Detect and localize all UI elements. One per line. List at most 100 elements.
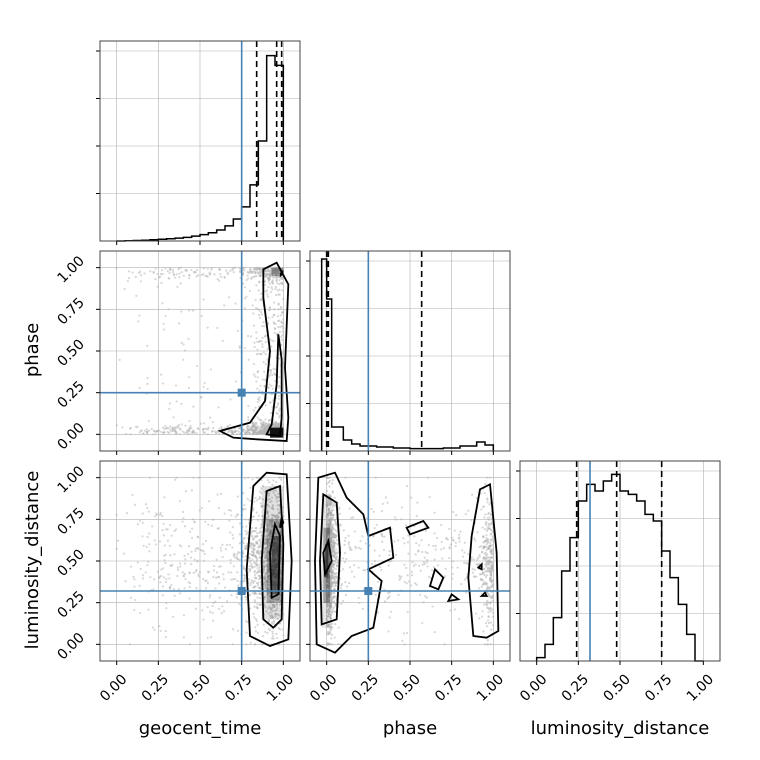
sample-point [257, 289, 260, 292]
sample-point [161, 382, 164, 385]
sample-point [370, 507, 373, 511]
sample-point [223, 586, 227, 589]
sample-point [253, 548, 256, 551]
sample-point [226, 425, 229, 428]
sample-point [278, 353, 281, 356]
sample-point [174, 384, 178, 387]
sample-point [333, 636, 336, 639]
sample-point [243, 568, 246, 571]
sample-point [473, 568, 476, 571]
sample-point [253, 430, 256, 434]
sample-point [269, 520, 272, 523]
sample-point [248, 289, 251, 292]
sample-point [332, 523, 335, 526]
sample-point [393, 540, 396, 543]
x-tick-label: 0.25 [559, 671, 592, 704]
sample-point [491, 537, 494, 540]
sample-point [486, 555, 489, 559]
sample-point [197, 274, 200, 277]
sample-point [138, 386, 141, 390]
sample-point [133, 503, 137, 506]
sample-point [252, 409, 256, 412]
sample-point [208, 596, 211, 599]
sample-point [197, 536, 200, 539]
sample-point [278, 331, 281, 334]
sample-point [281, 330, 284, 333]
sample-point [267, 269, 270, 272]
sample-point [381, 540, 384, 543]
sample-point [266, 293, 269, 296]
sample-point [431, 605, 434, 608]
sample-point [220, 549, 223, 552]
sample-point [153, 430, 156, 433]
sample-point [480, 545, 483, 548]
sample-point [335, 530, 338, 533]
sample-point [258, 553, 261, 556]
sample-point [176, 574, 179, 578]
sample-point [262, 427, 265, 431]
sample-point [226, 431, 230, 434]
sample-point [388, 553, 391, 557]
x-tick-label: 1.00 [684, 671, 717, 704]
sample-point [214, 576, 218, 579]
sample-point [254, 298, 257, 302]
sample-point [340, 582, 344, 586]
sample-point [408, 580, 411, 583]
sample-point [256, 416, 259, 419]
sample-point [420, 539, 423, 542]
sample-point [203, 552, 206, 556]
sample-point [355, 547, 358, 550]
sample-point [164, 636, 167, 639]
sample-point [267, 386, 270, 389]
sample-point [234, 380, 238, 383]
sample-point [256, 370, 260, 373]
sample-point [333, 596, 336, 599]
sample-point [148, 532, 151, 535]
sample-point [249, 268, 252, 271]
sample-point [232, 266, 235, 269]
sample-point [412, 564, 416, 568]
sample-point [490, 548, 493, 552]
sample-point [194, 607, 198, 610]
sample-point [334, 520, 337, 523]
contour-line [265, 334, 283, 438]
sample-point [269, 599, 272, 603]
sample-point [249, 559, 252, 562]
sample-point [216, 277, 219, 281]
sample-point [279, 282, 282, 285]
sample-point [228, 296, 231, 299]
sample-point [272, 340, 275, 343]
sample-point [220, 425, 223, 429]
sample-point [274, 287, 277, 290]
sample-point [258, 316, 262, 319]
sample-point [475, 612, 478, 615]
sample-point [191, 527, 194, 530]
sample-point [326, 631, 329, 634]
sample-point [230, 514, 233, 517]
sample-point [345, 585, 349, 588]
sample-point [265, 534, 268, 537]
sample-point [481, 526, 484, 529]
sample-point [380, 533, 384, 536]
sample-point [275, 411, 278, 414]
sample-point [219, 275, 223, 278]
sample-point [231, 533, 234, 537]
sample-point [197, 547, 200, 550]
sample-point [145, 430, 148, 433]
sample-point [417, 549, 420, 552]
sample-point [281, 351, 285, 354]
sample-point [206, 326, 209, 329]
sample-point [115, 267, 118, 270]
sample-point [148, 543, 151, 546]
sample-point [194, 547, 197, 550]
sample-point [215, 558, 218, 561]
sample-point [333, 581, 336, 584]
sample-point [260, 537, 263, 540]
sample-point [178, 276, 181, 279]
sample-point [231, 431, 234, 434]
sample-point [125, 512, 128, 515]
sample-point [171, 426, 174, 429]
sample-point [333, 496, 336, 499]
sample-point [433, 558, 436, 561]
sample-point [487, 559, 490, 562]
